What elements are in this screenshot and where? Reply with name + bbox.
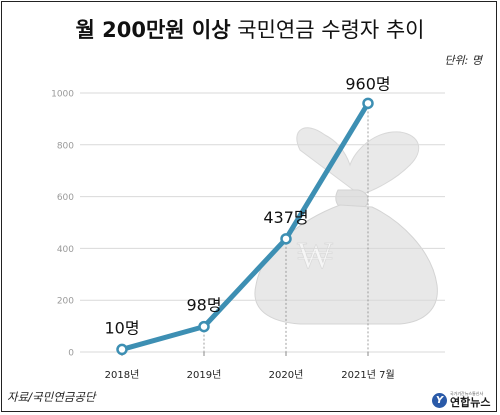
title-normal: 국민연금 수령자 추이 [237,18,425,42]
data-point [116,343,128,356]
y-tick-label: 600 [57,193,74,203]
data-label: 98명 [186,296,221,315]
series-line [119,100,371,352]
y-tick-label: 400 [57,245,74,255]
x-tick-label: 2021년 7월 [341,369,394,381]
data-label: 10명 [104,318,139,337]
data-point [362,97,374,110]
x-tick-label: 2019년 [187,369,222,381]
logo-text: 국가기간뉴스통신사 연합뉴스 [450,391,491,409]
y-tick-label: 800 [57,141,74,151]
title-bold: 월 200만원 이상 [75,18,231,42]
unit-label: 단위: 명 [444,54,482,67]
x-tick-label: 2018년 [105,369,140,381]
svg-text:₩: ₩ [297,233,333,277]
logo-mark-icon: Y [432,392,447,408]
y-tick-label: 1000 [51,90,74,100]
data-point [280,233,292,245]
chart-title: 월 200만원 이상 국민연금 수령자 추이 [0,14,500,44]
data-label: 960명 [345,74,390,93]
logo-name: 연합뉴스 [450,396,491,409]
logo-small-text: 국가기간뉴스통신사 [450,391,484,396]
data-point [198,320,210,333]
yonhap-logo: Y 국가기간뉴스통신사 연합뉴스 [432,389,490,411]
source-label: 자료/국민연금공단 [7,390,96,404]
x-tick-label: 2020년 [269,369,304,381]
y-tick-label: 0 [68,349,74,359]
data-label: 437명 [263,208,308,227]
y-tick-label: 200 [57,297,74,307]
